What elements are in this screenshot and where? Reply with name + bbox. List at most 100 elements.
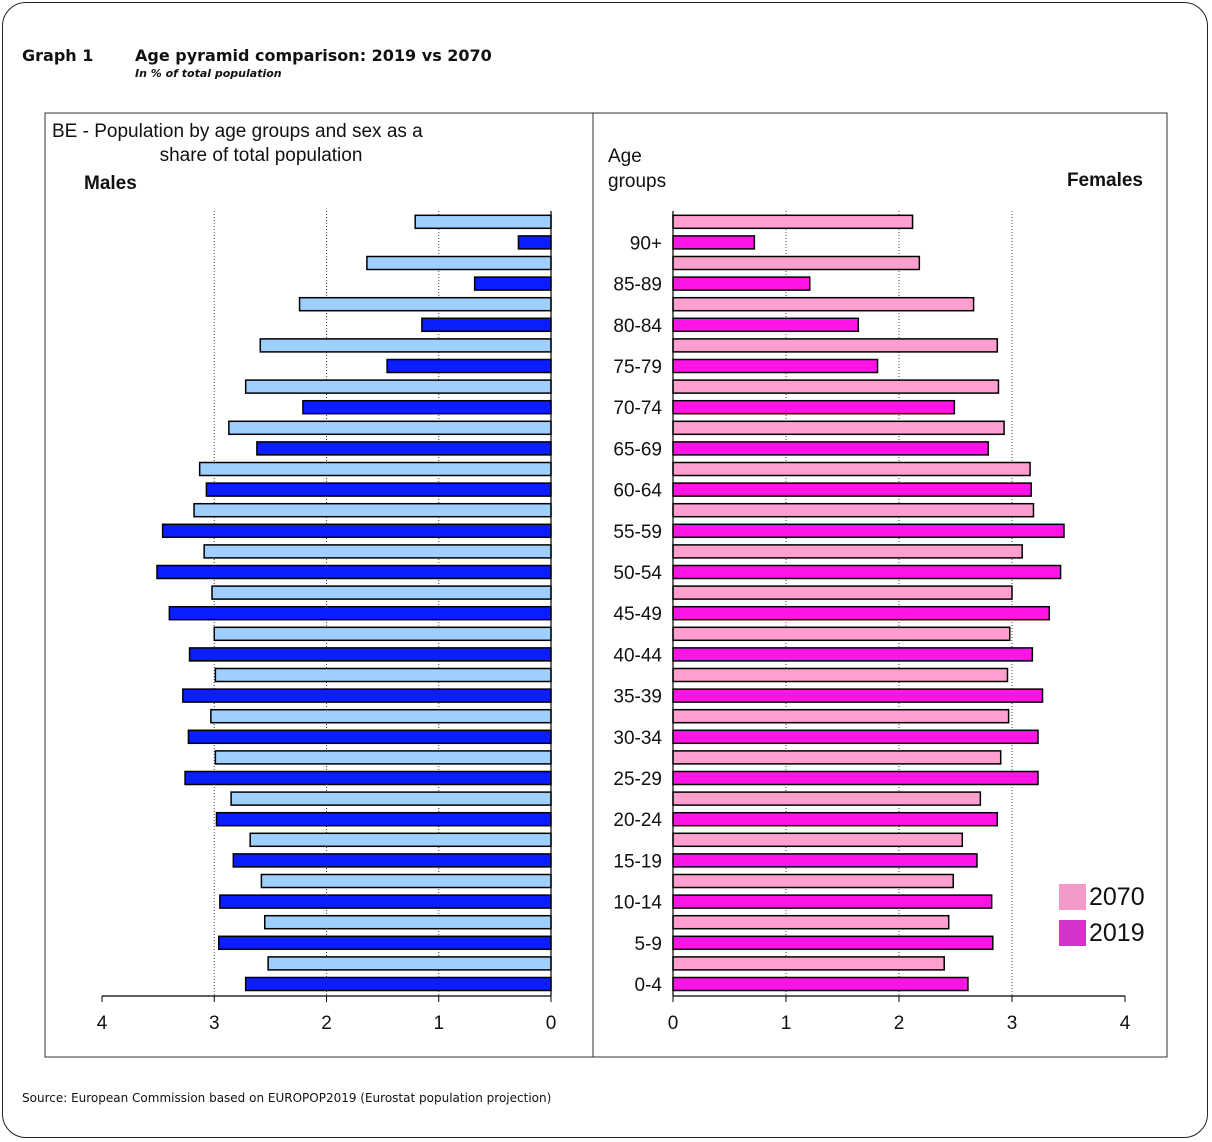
bar-females-2019 [672, 358, 879, 374]
bar-females-2070 [672, 914, 950, 930]
bar-females-2019 [672, 441, 990, 456]
bar-males-2019 [244, 976, 552, 992]
bar-females-2019 [672, 235, 756, 250]
bar-females-2019 [672, 317, 860, 333]
age-group-label: 35-39 [613, 687, 662, 708]
bar-males-2019 [473, 276, 552, 291]
bar-females-2019 [672, 605, 1051, 621]
bar-males-2019 [187, 729, 552, 745]
age-group-label: 15-19 [613, 851, 662, 872]
legend-swatch-2019 [1059, 920, 1086, 946]
males-x-tick-label: 4 [97, 1013, 108, 1034]
bar-females-2019 [672, 399, 956, 415]
age-group-label: 0-4 [635, 975, 663, 996]
age-group-label: 5-9 [635, 934, 662, 955]
bar-females-2070 [672, 832, 964, 848]
bar-females-2070 [672, 461, 1031, 477]
bar-males-2070 [244, 379, 552, 394]
chart-title-line-1: BE - Population by age groups and sex as… [52, 121, 423, 142]
bar-males-2019 [302, 399, 552, 415]
bar-females-2019 [672, 688, 1044, 703]
bar-females-2019 [672, 894, 993, 909]
bar-females-2070 [672, 544, 1023, 559]
bar-males-2070 [203, 544, 552, 559]
bar-females-2070 [672, 750, 1002, 765]
bar-females-2070 [672, 296, 975, 312]
males-x-tick-label: 3 [209, 1013, 220, 1034]
bar-males-2019 [168, 605, 552, 621]
source-note: Source: European Commission based on EUR… [22, 1091, 552, 1105]
bar-males-2019 [232, 853, 552, 868]
bar-males-2070 [214, 750, 552, 765]
age-group-label: 65-69 [613, 439, 662, 460]
bar-females-2070 [672, 379, 1000, 394]
males-x-tick-label: 1 [433, 1013, 444, 1034]
bar-females-2070 [672, 873, 954, 889]
bar-females-2019 [672, 276, 811, 291]
bar-males-2070 [259, 338, 552, 353]
bar-males-2070 [213, 626, 552, 642]
legend-label-2070: 2070 [1089, 883, 1145, 911]
age-group-label: 90+ [630, 233, 662, 254]
age-group-label: 85-89 [613, 275, 662, 296]
age-axis-label-line-1: Age [608, 146, 642, 167]
age-group-label: 70-74 [613, 398, 662, 419]
bar-females-2019 [672, 770, 1039, 786]
bar-males-2019 [219, 894, 552, 909]
bar-females-2070 [672, 791, 982, 806]
bar-males-2070 [249, 832, 552, 848]
females-label: Females [1067, 170, 1143, 191]
age-group-label: 55-59 [613, 522, 662, 543]
age-group-label: 75-79 [613, 357, 662, 378]
legend-swatch-2070 [1059, 884, 1086, 910]
age-group-label: 80-84 [613, 316, 662, 337]
bar-females-2070 [672, 255, 921, 271]
bar-males-2070 [193, 502, 552, 518]
bar-males-2019 [421, 317, 552, 333]
bar-females-2019 [672, 811, 999, 827]
bar-males-2070 [230, 791, 552, 806]
bar-males-2070 [414, 214, 552, 230]
bar-males-2070 [366, 255, 552, 271]
bar-males-2019 [386, 358, 552, 374]
bar-females-2070 [672, 502, 1035, 518]
bar-males-2019 [188, 647, 552, 662]
males-x-tick-label: 2 [321, 1013, 332, 1034]
bar-males-2070 [211, 585, 552, 600]
age-group-label: 50-54 [613, 563, 662, 584]
bar-males-2019 [217, 935, 552, 951]
chart-title-line-2: share of total population [160, 145, 363, 166]
bar-females-2070 [672, 708, 1010, 724]
bar-males-2019 [215, 811, 552, 827]
females-x-tick-label: 2 [894, 1013, 905, 1034]
females-x-tick-label: 3 [1007, 1013, 1018, 1034]
males-x-tick-label: 0 [546, 1013, 557, 1034]
males-label: Males [84, 173, 137, 194]
bar-males-2070 [228, 420, 552, 436]
bar-males-2019 [156, 564, 552, 580]
bar-males-2070 [267, 956, 552, 971]
bar-males-2019 [184, 770, 552, 786]
bar-females-2070 [672, 626, 1011, 642]
bar-males-2019 [182, 688, 552, 703]
females-x-tick-label: 4 [1120, 1013, 1131, 1034]
bar-females-2019 [672, 935, 994, 951]
bar-females-2070 [672, 667, 1009, 683]
bar-males-2019 [161, 523, 552, 539]
bar-females-2070 [672, 338, 999, 353]
age-group-label: 60-64 [613, 481, 662, 502]
bar-males-2070 [210, 708, 552, 724]
bar-females-2019 [672, 976, 969, 992]
graph-number: Graph 1 [22, 46, 94, 65]
bar-females-2019 [672, 729, 1039, 745]
bar-males-2070 [214, 667, 552, 683]
age-axis-label-line-2: groups [608, 171, 666, 192]
bar-females-2019 [672, 564, 1062, 580]
age-group-label: 25-29 [613, 769, 662, 790]
females-x-tick-label: 1 [781, 1013, 792, 1034]
bar-females-2070 [672, 214, 914, 230]
bar-males-2019 [205, 482, 552, 497]
bar-females-2019 [672, 482, 1032, 497]
legend-label-2019: 2019 [1089, 919, 1145, 947]
age-group-label: 30-34 [613, 728, 662, 749]
